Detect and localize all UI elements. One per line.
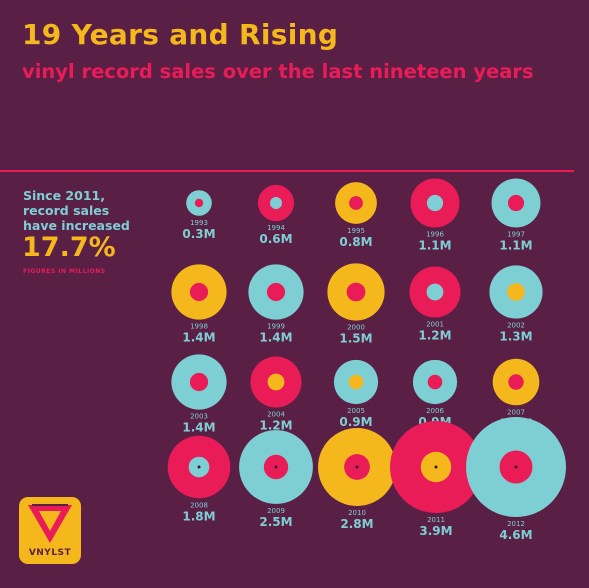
record-label: [507, 194, 525, 212]
record-label: [267, 373, 285, 391]
figures-note: FIGURES IN MILLIONS: [23, 268, 106, 275]
record-label: [270, 197, 282, 209]
record-label: [427, 374, 443, 390]
year-label: 1999: [267, 323, 285, 331]
record-label: [189, 372, 209, 392]
record-hole: [514, 465, 518, 469]
increase-percentage: 17.7%: [22, 232, 116, 263]
value-label: 1.4M: [182, 331, 215, 345]
logo-mark-icon: [28, 504, 72, 543]
record-label: [194, 198, 204, 208]
record-hole: [434, 465, 438, 469]
year-label: 1994: [267, 224, 285, 232]
record-label: [349, 196, 363, 210]
year-label: 2010: [348, 509, 366, 517]
side-line-2: record sales: [23, 203, 110, 218]
year-label: 2011: [427, 516, 445, 524]
value-label: 1.2M: [418, 329, 451, 343]
year-label: 2001: [426, 321, 444, 329]
divider: [0, 170, 574, 172]
value-label: 1.4M: [259, 331, 292, 345]
year-label: 2005: [347, 407, 365, 415]
year-label: 1998: [190, 323, 208, 331]
page-title: 19 Years and Rising: [22, 18, 339, 51]
year-label: 2000: [347, 324, 365, 332]
record-label: [189, 282, 209, 302]
value-label: 1.1M: [418, 239, 451, 253]
record-label: [346, 282, 366, 302]
record-hole: [197, 465, 201, 469]
record-label: [266, 282, 286, 302]
value-label: 1.2M: [259, 419, 292, 433]
year-label: 1993: [190, 219, 208, 227]
value-label: 1.3M: [499, 330, 532, 344]
value-label: 1.8M: [182, 509, 215, 523]
year-label: 2002: [507, 322, 525, 330]
value-label: 3.9M: [419, 524, 452, 538]
value-label: 0.8M: [339, 235, 372, 249]
logo-text: VNYLST: [28, 548, 72, 558]
record-label: [507, 283, 525, 301]
year-label: 2006: [426, 407, 444, 415]
record-label: [348, 374, 364, 390]
value-label: 0.9M: [339, 415, 372, 429]
year-label: 1996: [426, 231, 444, 239]
record-hole: [355, 465, 359, 469]
record-hole: [274, 465, 278, 469]
value-label: 2.8M: [340, 517, 373, 531]
record-label: [426, 283, 444, 301]
year-label: 2012: [507, 520, 525, 528]
year-label: 2009: [267, 507, 285, 515]
side-line-1: Since 2011,: [23, 188, 105, 203]
year-label: 1995: [347, 227, 365, 235]
page-subtitle: vinyl record sales over the last ninetee…: [22, 60, 534, 83]
year-label: 2007: [507, 408, 525, 416]
side-line-3: have increased: [23, 218, 130, 233]
record-label: [508, 374, 524, 390]
record-label: [426, 194, 444, 212]
vnylst-logo: VNYLST: [19, 497, 81, 564]
side-text: Since 2011, record sales have increased: [23, 188, 130, 233]
value-label: 2.5M: [259, 515, 292, 529]
vinyl-record-2006: 20060.9M: [412, 359, 458, 429]
year-label: 2004: [267, 411, 285, 419]
value-label: 1.1M: [499, 239, 532, 253]
year-label: 1997: [507, 231, 525, 239]
value-label: 0.3M: [182, 227, 215, 241]
year-label: 2008: [190, 501, 208, 509]
value-label: 4.6M: [499, 528, 532, 542]
value-label: 1.5M: [339, 332, 372, 346]
value-label: 0.6M: [259, 232, 292, 246]
value-label: 1.4M: [182, 421, 215, 435]
year-label: 2003: [190, 413, 208, 421]
